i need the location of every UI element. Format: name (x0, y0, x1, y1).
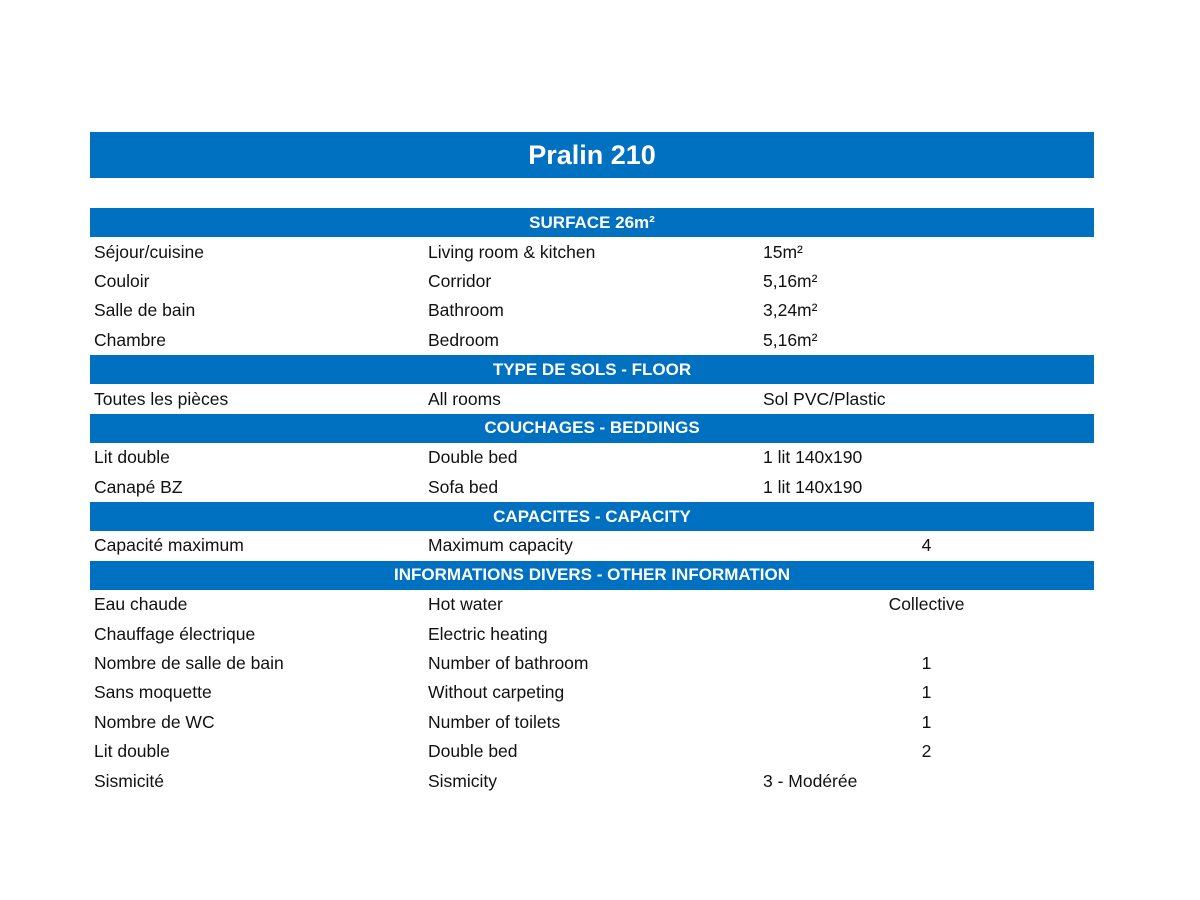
french-label: Lit double (94, 741, 170, 762)
table-row: Chauffage électrique Electric heating (90, 619, 1094, 648)
value-cell: 5,16m² (763, 329, 818, 350)
table-row: Eau chaude Hot water Collective (90, 590, 1094, 619)
value-cell: 1 lit 140x190 (763, 447, 863, 468)
value-cell: 1 (921, 711, 932, 732)
french-label: Nombre de WC (94, 711, 215, 732)
table-row: Chambre Bedroom 5,16m² (90, 326, 1094, 355)
value-cell: Sol PVC/Plastic (763, 388, 886, 409)
value-cell: 1 (921, 682, 932, 703)
value-cell: 4 (921, 535, 932, 556)
value-cell: Collective (888, 594, 965, 615)
table-row: Salle de bain Bathroom 3,24m² (90, 296, 1094, 325)
value-cell: 2 (921, 741, 932, 762)
table-row: Nombre de salle de bain Number of bathroo… (90, 649, 1094, 678)
french-label: Salle de bain (94, 300, 196, 321)
value-cell: 3 - Modérée (763, 770, 858, 791)
english-label: Number of bathroom (428, 653, 589, 674)
value-cell: 1 lit 140x190 (763, 476, 863, 497)
property-table: SURFACE 26m² Séjour/cuisine Living room & … (90, 208, 1094, 796)
table-row: Lit double Double bed 2 (90, 737, 1094, 766)
french-label: Nombre de salle de bain (94, 653, 284, 674)
value-cell: 3,24m² (763, 300, 818, 321)
section-header: COUCHAGES - BEDDINGS (90, 413, 1094, 444)
english-label: Double bed (428, 447, 518, 468)
english-label: Bedroom (428, 329, 500, 350)
english-label: Hot water (428, 594, 503, 615)
table-row: Toutes les pièces All rooms Sol PVC/Plasti… (90, 384, 1094, 413)
english-label: Bathroom (428, 300, 504, 321)
value-cell: 5,16m² (763, 270, 818, 291)
english-label: Double bed (428, 741, 518, 762)
english-label: Electric heating (428, 623, 548, 644)
french-label: Toutes les pièces (94, 388, 229, 409)
value-cell: 1 (921, 653, 932, 674)
french-label: Eau chaude (94, 594, 188, 615)
french-label: Séjour/cuisine (94, 241, 204, 262)
section-header: TYPE DE SOLS - FLOOR (90, 354, 1094, 385)
french-label: Chauffage électrique (94, 623, 256, 644)
table-row: Séjour/cuisine Living room & kitchen 15m² (90, 237, 1094, 266)
french-label: Chambre (94, 329, 166, 350)
table-row: Lit double Double bed 1 lit 140x190 (90, 443, 1094, 472)
table-row: Capacité maximum Maximum capacity 4 (90, 531, 1094, 560)
english-label: Without carpeting (428, 682, 565, 703)
english-label: All rooms (428, 388, 501, 409)
french-label: Couloir (94, 270, 150, 291)
table-row: Sismicité Sismicity 3 - Modérée (90, 766, 1094, 795)
value-cell: 15m² (763, 241, 803, 262)
english-label: Sismicity (428, 770, 498, 791)
section-header: INFORMATIONS DIVERS - OTHER INFORMATION (90, 560, 1094, 591)
page-title: Pralin 210 (90, 132, 1094, 178)
french-label: Lit double (94, 447, 170, 468)
table-row: Sans moquette Without carpeting 1 (90, 678, 1094, 707)
english-label: Number of toilets (428, 711, 561, 732)
french-label: Sismicité (94, 770, 165, 791)
section-header: SURFACE 26m² (90, 208, 1094, 238)
english-label: Maximum capacity (428, 535, 573, 556)
french-label: Sans moquette (94, 682, 212, 703)
english-label: Sofa bed (428, 476, 499, 497)
table-row: Nombre de WC Number of toilets 1 (90, 708, 1094, 737)
section-header: CAPACITES - CAPACITY (90, 501, 1094, 532)
english-label: Living room & kitchen (428, 241, 596, 262)
table-row: Couloir Corridor 5,16m² (90, 267, 1094, 296)
french-label: Canapé BZ (94, 476, 183, 497)
table-row: Canapé BZ Sofa bed 1 lit 140x190 (90, 473, 1094, 502)
french-label: Capacité maximum (94, 535, 244, 556)
english-label: Corridor (428, 270, 492, 291)
